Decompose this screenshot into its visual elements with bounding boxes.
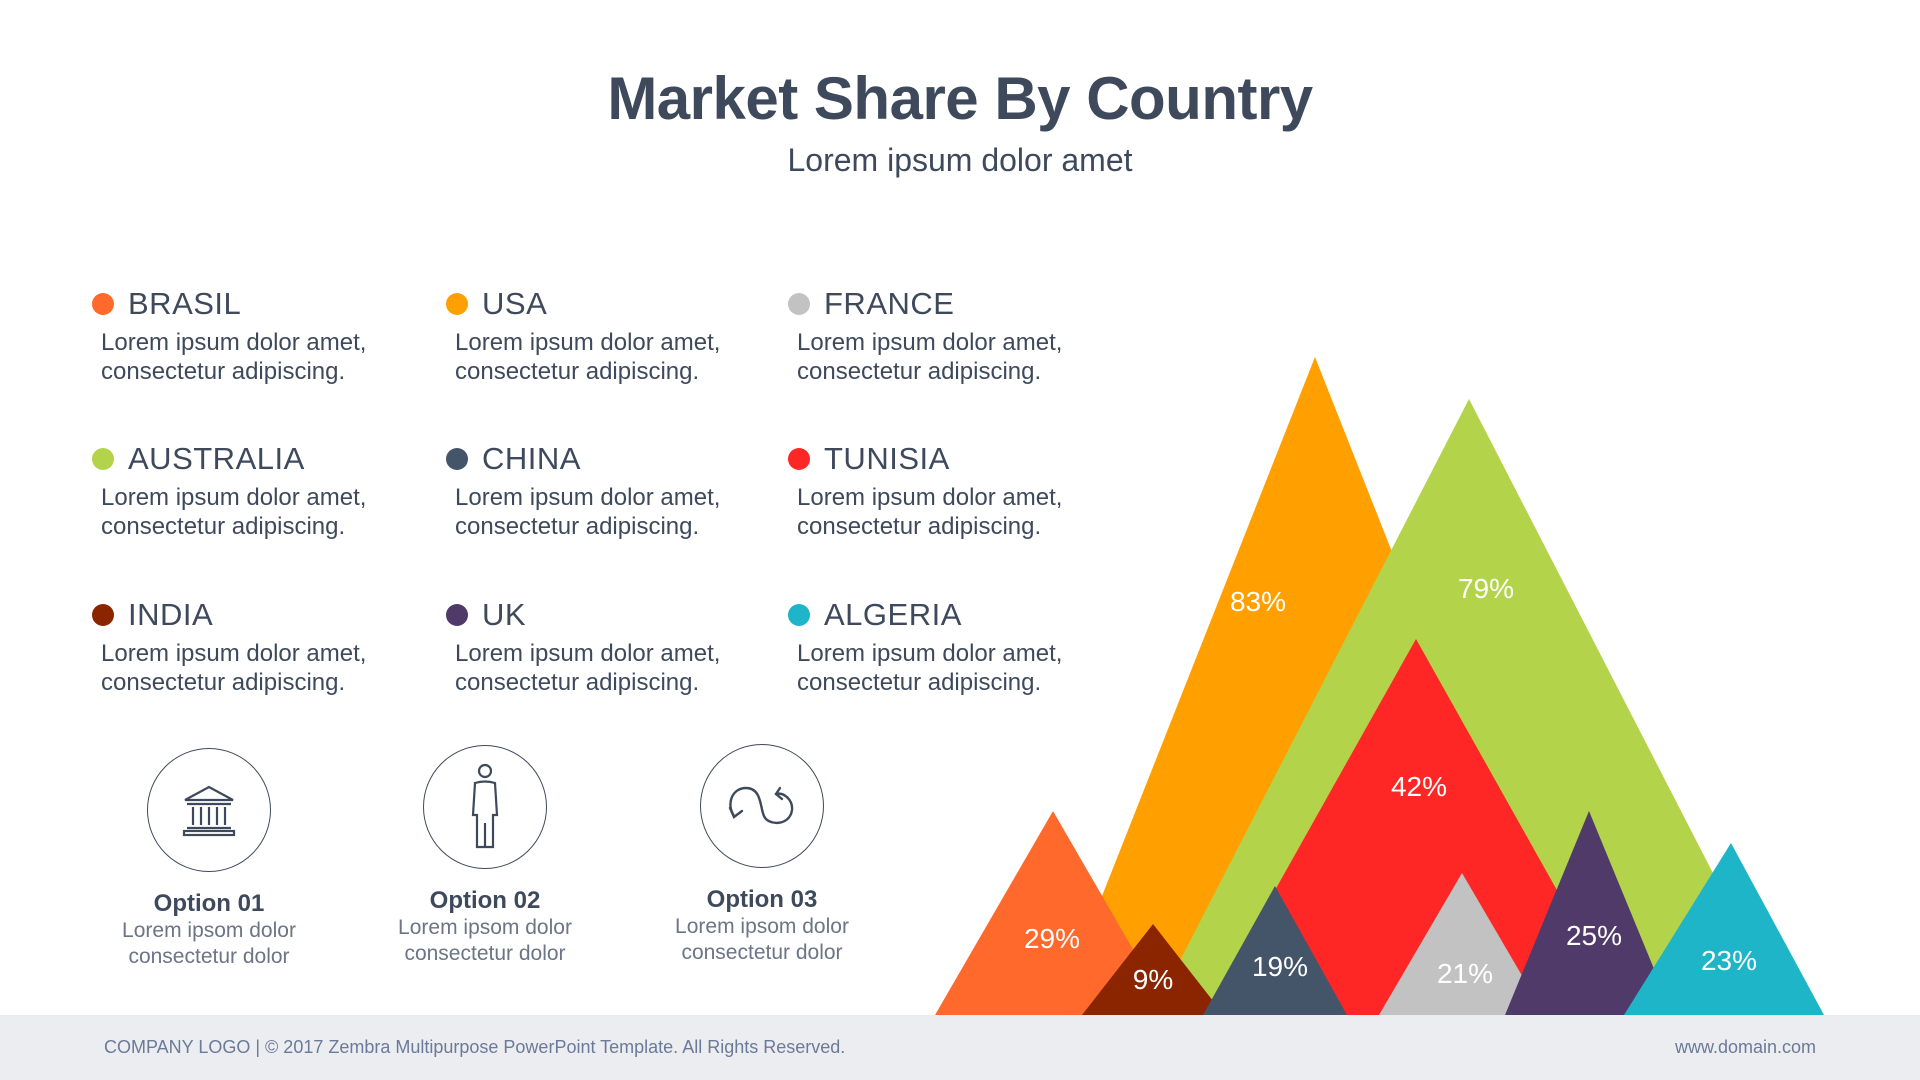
legend-name: INDIA bbox=[128, 597, 214, 632]
triangle-uk bbox=[1505, 811, 1673, 1015]
legend-name: BRASIL bbox=[128, 286, 242, 321]
legend-desc: Lorem ipsum dolor amet, consectetur adip… bbox=[101, 640, 367, 696]
legend-desc: Lorem ipsum dolor amet, consectetur adip… bbox=[797, 329, 1063, 385]
legend-item-tunisia: TUNISIA Lorem ipsum dolor amet, consecte… bbox=[788, 439, 1108, 541]
legend-desc: Lorem ipsum dolor amet, consectetur adip… bbox=[455, 484, 721, 540]
label-australia: 79% bbox=[1458, 573, 1514, 604]
legend-dot bbox=[446, 604, 468, 626]
option-desc-line1: Lorem ipsom dolor bbox=[398, 916, 572, 939]
legend-dot bbox=[92, 604, 114, 626]
legend-name: FRANCE bbox=[824, 286, 955, 321]
triangle-brasil bbox=[935, 811, 1171, 1015]
cycle-arrows-icon bbox=[728, 786, 794, 824]
triangle-tunisia bbox=[1205, 639, 1627, 1015]
option-icon-circle bbox=[423, 745, 547, 869]
page-title: Market Share By Country bbox=[607, 65, 1313, 132]
legend-desc: Lorem ipsum dolor amet, consectetur adip… bbox=[797, 484, 1063, 540]
bank-icon bbox=[182, 785, 236, 837]
label-france: 21% bbox=[1437, 958, 1493, 989]
option-desc-line2: consectetur dolor bbox=[404, 942, 566, 965]
label-china: 19% bbox=[1252, 951, 1308, 982]
legend-item-australia: AUSTRALIA Lorem ipsum dolor amet, consec… bbox=[92, 439, 412, 541]
triangle-france bbox=[1379, 873, 1545, 1015]
option-03: Option 03 Lorem ipsom dolor consectetur … bbox=[637, 744, 887, 966]
legend-item-algeria: ALGERIA Lorem ipsum dolor amet, consecte… bbox=[788, 595, 1108, 697]
option-title: Option 02 bbox=[429, 887, 541, 914]
option-desc-line1: Lorem ipsom dolor bbox=[122, 919, 296, 942]
option-icon-circle bbox=[147, 748, 271, 872]
footer-url: www.domain.com bbox=[1674, 1037, 1816, 1057]
legend-item-uk: UK Lorem ipsum dolor amet, consectetur a… bbox=[446, 595, 766, 697]
legend-desc: Lorem ipsum dolor amet, consectetur adip… bbox=[455, 329, 721, 385]
option-desc-line1: Lorem ipsom dolor bbox=[675, 915, 849, 938]
legend-item-usa: USA Lorem ipsum dolor amet, consectetur … bbox=[446, 284, 766, 386]
triangle-china bbox=[1203, 886, 1347, 1015]
label-india: 9% bbox=[1133, 964, 1173, 995]
legend-name: UK bbox=[482, 597, 527, 632]
legend-item-france: FRANCE Lorem ipsum dolor amet, consectet… bbox=[788, 284, 1108, 386]
option-desc-line2: consectetur dolor bbox=[128, 945, 290, 968]
page-subtitle: Lorem ipsum dolor amet bbox=[787, 142, 1133, 178]
legend-dot bbox=[92, 293, 114, 315]
legend-desc: Lorem ipsum dolor amet, consectetur adip… bbox=[797, 640, 1063, 696]
legend-name: TUNISIA bbox=[824, 441, 950, 476]
triangle-india bbox=[1082, 924, 1224, 1015]
legend-dot bbox=[446, 448, 468, 470]
legend-item-india: INDIA Lorem ipsum dolor amet, consectetu… bbox=[92, 595, 412, 697]
option-02: Option 02 Lorem ipsom dolor consectetur … bbox=[360, 745, 610, 967]
legend-desc: Lorem ipsum dolor amet, consectetur adip… bbox=[455, 640, 721, 696]
label-algeria: 23% bbox=[1701, 945, 1757, 976]
legend-dot bbox=[788, 293, 810, 315]
legend-dot bbox=[788, 448, 810, 470]
label-brasil: 29% bbox=[1024, 923, 1080, 954]
legend-desc: Lorem ipsum dolor amet, consectetur adip… bbox=[101, 484, 367, 540]
legend-name: ALGERIA bbox=[824, 597, 962, 632]
option-desc-line2: consectetur dolor bbox=[681, 941, 843, 964]
triangle-algeria bbox=[1624, 843, 1824, 1015]
legend-item-brasil: BRASIL Lorem ipsum dolor amet, consectet… bbox=[92, 284, 412, 386]
legend-name: AUSTRALIA bbox=[128, 441, 305, 476]
option-01: Option 01 Lorem ipsom dolor consectetur … bbox=[84, 748, 334, 970]
legend-desc: Lorem ipsum dolor amet, consectetur adip… bbox=[101, 329, 367, 385]
option-title: Option 03 bbox=[706, 886, 818, 913]
label-tunisia: 42% bbox=[1391, 771, 1447, 802]
label-uk: 25% bbox=[1566, 920, 1622, 951]
option-title: Option 01 bbox=[153, 890, 265, 917]
legend-name: CHINA bbox=[482, 441, 581, 476]
legend-item-china: CHINA Lorem ipsum dolor amet, consectetu… bbox=[446, 439, 766, 541]
footer-copyright: COMPANY LOGO | © 2017 Zembra Multipurpos… bbox=[104, 1037, 846, 1057]
legend-dot bbox=[788, 604, 810, 626]
legend-dot bbox=[92, 448, 114, 470]
label-usa: 83% bbox=[1230, 586, 1286, 617]
option-icon-circle bbox=[700, 744, 824, 868]
legend-name: USA bbox=[482, 286, 548, 321]
footer-bar: COMPANY LOGO | © 2017 Zembra Multipurpos… bbox=[0, 1015, 1920, 1080]
legend-dot bbox=[446, 293, 468, 315]
person-icon bbox=[471, 763, 499, 849]
